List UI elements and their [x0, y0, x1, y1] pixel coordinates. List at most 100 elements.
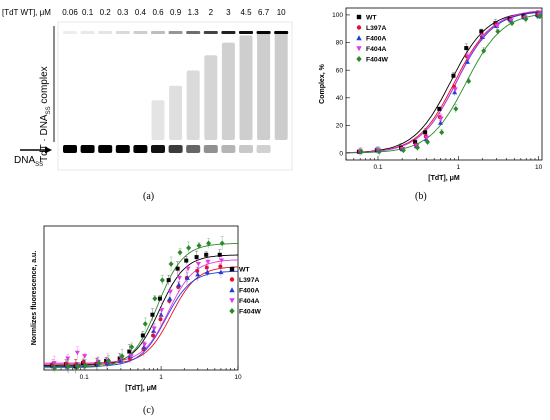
data-point: [168, 261, 174, 267]
data-point: [453, 106, 459, 112]
data-point: [376, 148, 382, 155]
data-point: [452, 89, 458, 95]
data-point: [127, 349, 132, 354]
data-point: [74, 350, 80, 356]
x-tick-label: 0.1: [80, 374, 89, 381]
lane-label: 10: [277, 8, 286, 17]
data-point: [494, 23, 500, 29]
plot-c: 0.1 1 10 [TdT], μM Normlizes fluorescence, a…: [31, 225, 261, 392]
arrow-head-icon: [45, 146, 52, 154]
gel-bands: [63, 30, 289, 153]
data-point: [195, 271, 201, 277]
series-l397a: [357, 11, 541, 156]
well-band: [98, 31, 113, 34]
data-point: [356, 25, 362, 30]
lane-label: 0.06: [62, 8, 78, 17]
data-point: [177, 249, 183, 256]
data-point: [452, 87, 458, 93]
data-point: [151, 326, 157, 332]
complex-smear: [204, 55, 218, 141]
free-dna-band: [221, 145, 236, 153]
data-point: [480, 33, 486, 39]
data-point: [194, 255, 199, 260]
data-point: [415, 144, 421, 151]
well-band: [80, 31, 95, 34]
well-band: [186, 31, 201, 34]
data-point: [219, 258, 225, 264]
data-point: [229, 298, 235, 304]
data-point: [142, 321, 148, 327]
lane-label: 3: [226, 8, 231, 17]
y-tick-label: 20: [336, 123, 344, 130]
well-band: [151, 31, 165, 34]
lane-label: 0.2: [100, 8, 112, 17]
data-point: [356, 56, 362, 62]
fit-curve: [346, 10, 543, 154]
free-dna-band: [239, 145, 253, 153]
data-point: [424, 135, 430, 141]
data-point: [479, 29, 484, 34]
data-point: [437, 120, 443, 125]
free-dna-band: [256, 145, 271, 153]
data-point: [184, 275, 190, 280]
data-point: [176, 282, 182, 287]
data-point: [219, 240, 225, 247]
data-point: [129, 344, 135, 350]
x-axis-label: [TdT], μM: [428, 175, 460, 182]
free-dna-band: [168, 145, 183, 153]
free-dna-band: [63, 145, 77, 153]
data-point: [229, 266, 235, 272]
legend-label: F404W: [366, 57, 388, 64]
data-point: [195, 268, 200, 273]
fit-curve: [345, 11, 543, 154]
data-point: [150, 312, 155, 317]
complex-smear: [169, 85, 183, 140]
x-tick-label: 1: [159, 374, 163, 381]
lane-label: 2: [209, 8, 214, 17]
data-point: [481, 48, 487, 54]
fit-curve: [44, 266, 239, 365]
data-point: [400, 147, 406, 154]
series-wt: [356, 10, 540, 154]
data-point: [509, 20, 515, 26]
lane-label: 0.9: [170, 8, 182, 17]
legend-label: L397A: [366, 25, 386, 32]
data-point: [523, 16, 529, 22]
data-point: [229, 287, 235, 293]
series-f400a: [51, 265, 224, 373]
caption-c: (c): [143, 405, 154, 416]
legend-label: L397A: [239, 277, 259, 284]
data-point: [75, 363, 81, 370]
data-point: [423, 130, 428, 135]
fit-curve: [346, 11, 543, 154]
complex-smear: [186, 70, 200, 140]
data-point: [151, 333, 156, 338]
series-f404w: [52, 236, 225, 374]
data-point: [119, 353, 125, 359]
complex-smear: [274, 30, 288, 140]
plot-frame: [345, 7, 543, 161]
well-band: [133, 31, 148, 34]
panel-c: 0.1 1 10 [TdT], μM Normlizes fluorescence, a…: [31, 225, 261, 416]
well-band: [63, 31, 77, 34]
legend-label: F404A: [239, 298, 259, 305]
data-point: [140, 333, 145, 338]
legend-label: F404W: [239, 309, 261, 316]
data-point: [439, 129, 445, 136]
complex-smear: [257, 32, 271, 141]
lane-label: 4.5: [240, 8, 252, 17]
data-point: [159, 277, 165, 283]
legend-label: WT: [366, 15, 377, 22]
data-point: [158, 317, 163, 322]
free-dna-band: [133, 145, 148, 153]
y-tick-label: 100: [332, 12, 343, 19]
data-point: [425, 139, 431, 145]
complex-smear: [239, 35, 253, 140]
caption-a: (a): [143, 191, 154, 202]
complex-label: TdT · DNASS complex: [39, 66, 52, 162]
legend-label: WT: [239, 267, 250, 274]
lane-label: 0.1: [82, 8, 94, 17]
data-point: [205, 259, 211, 265]
data-point: [508, 18, 514, 23]
